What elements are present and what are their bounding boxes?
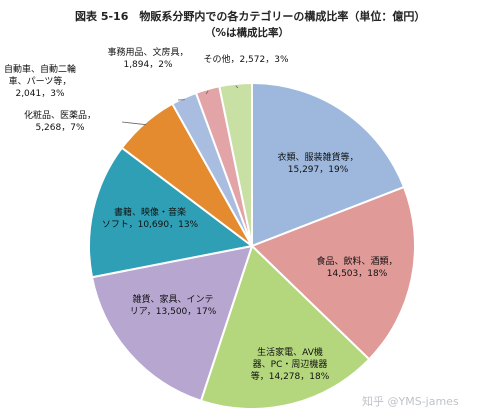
chart-subtitle: （%は構成比率） (205, 26, 289, 39)
pie-slice-9 (218, 81, 253, 247)
chart-title: 図表 5-16 物販系分野内での各カテゴリーの構成比率（単位：億円） (75, 9, 425, 23)
slice-label-1: 衣類、服装雑貨等， 15,297，19% (277, 151, 358, 175)
slice-label-3: 生活家電、AV機器、PC・周辺機器等，14,278，18% (251, 346, 330, 382)
slice-labels: 衣類、服装雑貨等， 15,297，19% 食品、飲料、酒類， 14,503，18% 生活… (4, 46, 398, 382)
pie-slice-4 (90, 244, 254, 403)
pie-slice-3 (199, 244, 371, 411)
watermark-text: 知乎 @YMS-james (362, 394, 459, 408)
leader-lines (121, 85, 239, 126)
pie-slice-1 (251, 81, 406, 248)
pie-slices (88, 81, 416, 411)
slice-label-6: 化粧品、医薬品， 5,268，7% (24, 109, 96, 133)
leader-line-8 (205, 90, 209, 95)
pie-slice-5 (88, 146, 255, 279)
slice-label-8: 事務用品、文房具， 1,894，2% (107, 46, 188, 70)
slice-label-5: 書籍、映像・音楽ソフト，10,690，13% (102, 206, 199, 230)
slice-label-7: 自動車、自動二輪車、パーツ等， 2,041，3% (4, 63, 76, 99)
leader-line-6 (121, 121, 147, 126)
slice-label-2: 食品、飲料、酒類， 14,503，18% (316, 255, 397, 279)
slice-label-9: その他，2,572，3% (203, 53, 288, 65)
pie-slice-2 (250, 185, 416, 361)
slice-label-4: 雑貨、家具、インテリア，13,500，17% (130, 293, 217, 317)
leader-line-9 (235, 85, 239, 89)
